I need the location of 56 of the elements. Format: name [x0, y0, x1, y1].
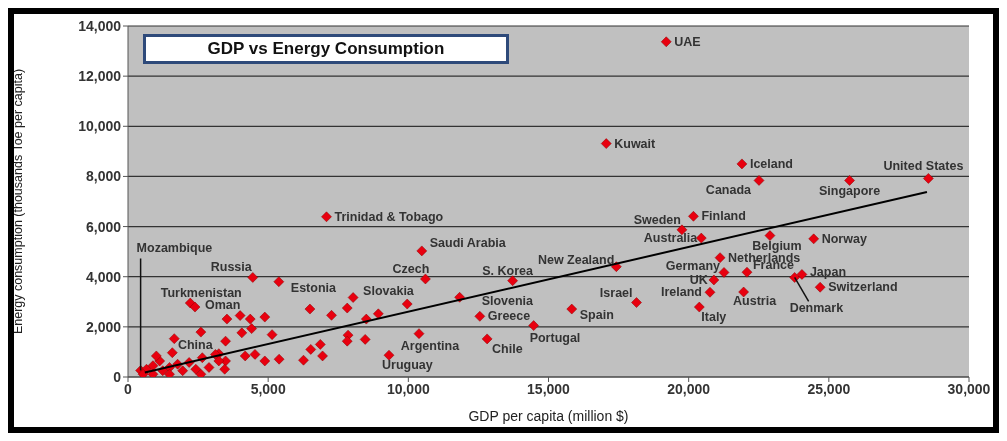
x-tick-label: 15,000 [527, 380, 571, 397]
y-tick-label: 8,000 [85, 168, 122, 185]
annotation: Italy [701, 310, 727, 325]
y-tick-label: 2,000 [85, 318, 122, 335]
y-tick-label: 14,000 [78, 17, 122, 34]
annotation: Czech [392, 261, 430, 276]
annotation: Uruguay [381, 358, 433, 373]
y-tick-label: 4,000 [85, 268, 122, 285]
x-tick-label: 25,000 [807, 380, 851, 397]
annotation: Greece [487, 309, 531, 324]
annotation: Slovenia [481, 294, 535, 309]
annotation: Trinidad & Tobago [334, 209, 444, 224]
annotation: Spain [579, 308, 614, 323]
annotation: S. Korea [482, 263, 535, 278]
annotation: UAE [674, 34, 701, 49]
annotation: Argentina [400, 338, 461, 353]
x-tick-label: 30,000 [947, 380, 991, 397]
annotation: Ireland [660, 285, 702, 300]
annotation: Turkmenistan [160, 286, 242, 301]
annotation: Iceland [749, 156, 794, 171]
annotation: United States [883, 159, 964, 174]
annotation: Saudi Arabia [429, 235, 507, 250]
annotation: Finland [701, 209, 746, 224]
annotation: Australia [643, 231, 699, 246]
annotation: China [177, 337, 214, 352]
x-tick-label: 5,000 [250, 380, 286, 397]
annotation: Norway [821, 231, 867, 246]
annotation: Israel [599, 285, 633, 300]
annotation: Austria [733, 294, 778, 309]
x-axis-title: GDP per capita (million $) [468, 408, 629, 424]
annotation: Mozambique [136, 241, 213, 256]
annotation: Germany [665, 259, 721, 274]
annotation: Slovakia [363, 283, 415, 298]
y-tick-label: 0 [113, 368, 122, 385]
x-tick-label: 10,000 [386, 380, 430, 397]
y-tick-label: 6,000 [85, 218, 122, 235]
annotation: Oman [205, 298, 241, 313]
y-axis-title: Energy consumption (thousands Toe per capita) [11, 68, 26, 335]
text: GDP vs Energy Consumption [207, 39, 445, 59]
y-tick-label: 12,000 [78, 68, 122, 85]
annotation: Belgium [752, 238, 802, 253]
annotation: Singapore [819, 184, 881, 199]
annotation: Chile [492, 341, 523, 356]
annotation: Portugal [529, 330, 581, 345]
annotation: Russia [210, 260, 253, 275]
y-tick-label: 10,000 [78, 118, 122, 135]
annotation: Canada [705, 183, 753, 198]
annotation: Kuwait [614, 136, 657, 151]
x-tick-label: 20,000 [667, 380, 711, 397]
annotation: Sweden [633, 212, 681, 227]
annotation: New Zealand [537, 252, 615, 267]
annotation: Switzerland [828, 280, 898, 295]
annotation: Estonia [290, 280, 338, 295]
annotation: Japan [809, 265, 847, 280]
annotation: Denmark [789, 301, 844, 316]
x-tick-label: 0 [124, 380, 133, 397]
